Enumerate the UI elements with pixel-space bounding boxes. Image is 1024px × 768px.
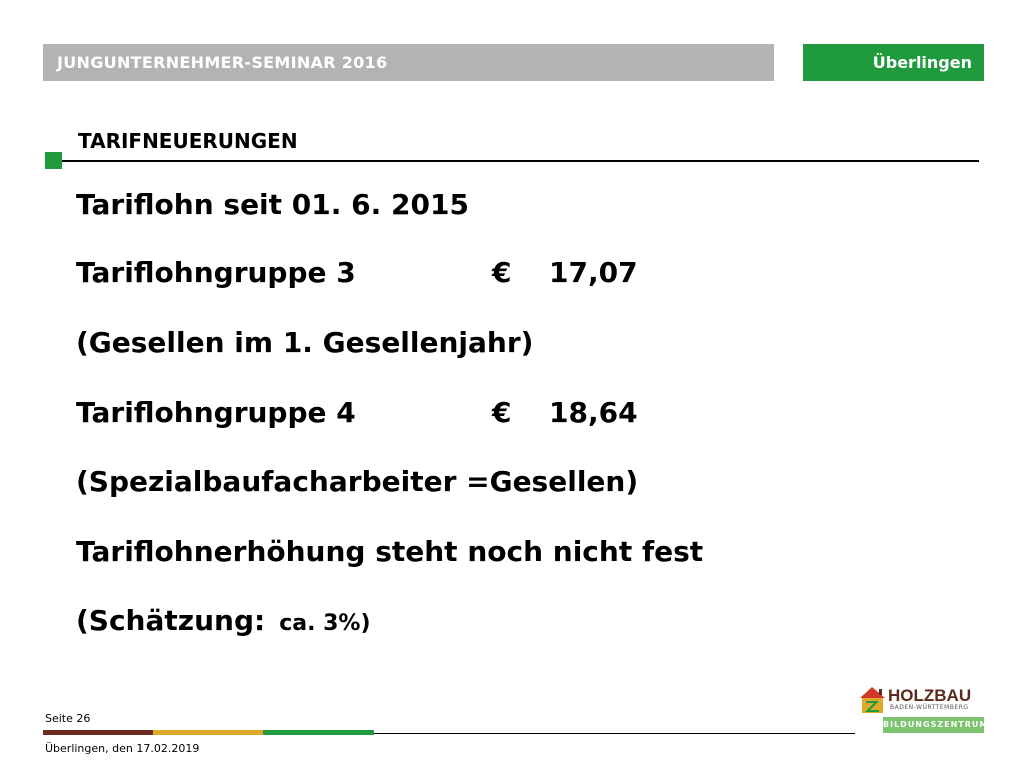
wage-group-3-label: Tariflohngruppe 3 [76, 256, 356, 289]
section-title: TARIFNEUERUNGEN [78, 129, 298, 153]
wage-group-3-note: (Gesellen im 1. Gesellenjahr) [76, 326, 534, 359]
footer-bar-brown [43, 730, 153, 735]
holzbau-logo: HOLZBAU BADEN-WÜRTTEMBERG BILDUNGSZENTRU… [858, 684, 989, 736]
header-bar: JUNGUNTERNEHMER-SEMINAR 2016 [43, 44, 774, 81]
footer-bar-green [263, 730, 374, 735]
footer-bar-yellow [153, 730, 263, 735]
footer-date: Überlingen, den 17.02.2019 [45, 742, 200, 755]
page-number: Seite 26 [45, 712, 91, 725]
section-divider [62, 160, 979, 162]
location-label: Überlingen [872, 53, 972, 72]
effective-date-line: Tariflohn seit 01. 6. 2015 [76, 188, 469, 221]
section-marker [45, 152, 62, 169]
wage-group-4-row: Tariflohngruppe 4 € 18,64 [76, 396, 638, 429]
wage-group-3-currency: € [492, 256, 512, 289]
wage-group-3-row: Tariflohngruppe 3 € 17,07 [76, 256, 638, 289]
wage-group-4-note: (Spezialbaufacharbeiter =Gesellen) [76, 465, 639, 498]
seminar-title: JUNGUNTERNEHMER-SEMINAR 2016 [57, 53, 388, 72]
footer-divider [374, 733, 855, 734]
wage-increase-line: Tariflohnerhöhung steht noch nicht fest [76, 535, 704, 568]
logo-band: BILDUNGSZENTRUM [883, 717, 989, 733]
estimate-line: (Schätzung: ca. 3%) [76, 604, 371, 637]
logo-band-text: BILDUNGSZENTRUM [883, 720, 989, 729]
wage-group-4-value: 18,64 [549, 396, 638, 429]
estimate-label: (Schätzung: [76, 604, 266, 637]
location-box: Überlingen [803, 44, 984, 81]
logo-sub-text: BADEN-WÜRTTEMBERG [890, 704, 969, 711]
wage-group-3-value: 17,07 [549, 256, 638, 289]
estimate-value: ca. 3%) [279, 611, 371, 636]
house-z-logo-icon [860, 687, 885, 713]
wage-group-4-label: Tariflohngruppe 4 [76, 396, 356, 429]
wage-group-4-currency: € [492, 396, 512, 429]
logo-brand-text: HOLZBAU [888, 686, 972, 705]
